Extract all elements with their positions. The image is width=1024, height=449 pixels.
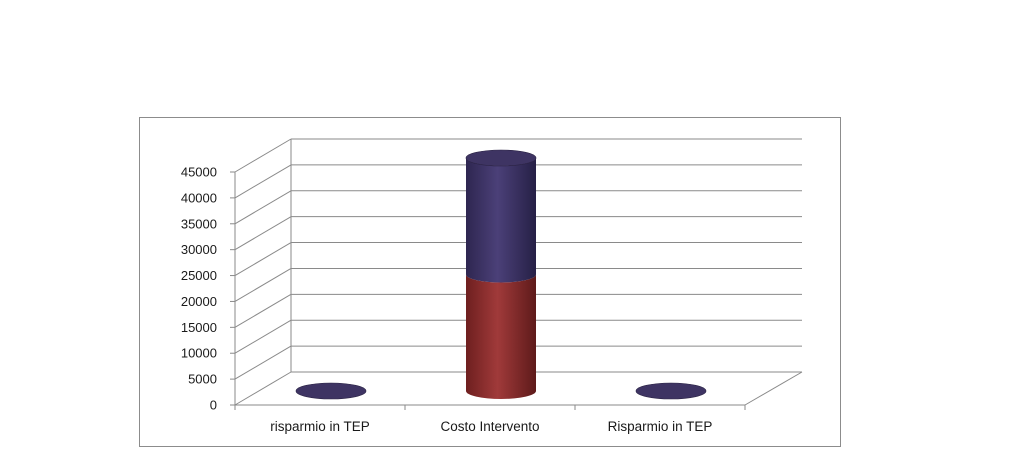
y-tick-label: 35000 [181, 216, 217, 231]
grid [230, 138, 802, 406]
y-tick-label: 40000 [181, 190, 217, 205]
gridline-side-8 [234, 164, 292, 199]
y-tick-label: 15000 [181, 320, 217, 335]
category-label: risparmio in TEP [270, 419, 370, 434]
category-label: Risparmio in TEP [608, 419, 713, 434]
y-tick-label: 10000 [181, 346, 217, 361]
floor-right-edge [744, 371, 803, 406]
y-tick-label: 30000 [181, 242, 217, 257]
gridline-side-7 [234, 190, 292, 225]
gridline-side-4 [234, 268, 292, 302]
bar-segment-1-1 [466, 158, 536, 283]
gridline-side-2 [234, 319, 292, 354]
y-tick-label: 25000 [181, 268, 217, 283]
category-labels: risparmio in TEP Costo Intervento Risparmi… [270, 419, 712, 434]
gridline-side-6 [234, 216, 292, 251]
bar-cap-1 [465, 149, 537, 167]
y-tick-label: 0 [210, 398, 217, 413]
y-tick-labels: 0 5000 10000 15000 20000 25000 30000 35000 40000… [181, 165, 217, 413]
bar-cap-2 [635, 382, 707, 400]
y-tick-label: 5000 [188, 372, 217, 387]
gridline-side-3 [234, 293, 292, 328]
gridline-side-9 [234, 138, 292, 173]
y-tick-label: 45000 [181, 165, 217, 180]
y-tick-label: 20000 [181, 294, 217, 309]
bars [295, 149, 707, 400]
gridline-side-1 [234, 345, 292, 380]
bar-cap-0 [295, 382, 367, 400]
category-label: Costo Intervento [440, 419, 539, 434]
gridline-side-0 [234, 371, 292, 406]
gridline-side-5 [234, 242, 292, 276]
bar-segment-1-0 [466, 274, 536, 399]
axes [234, 139, 803, 410]
